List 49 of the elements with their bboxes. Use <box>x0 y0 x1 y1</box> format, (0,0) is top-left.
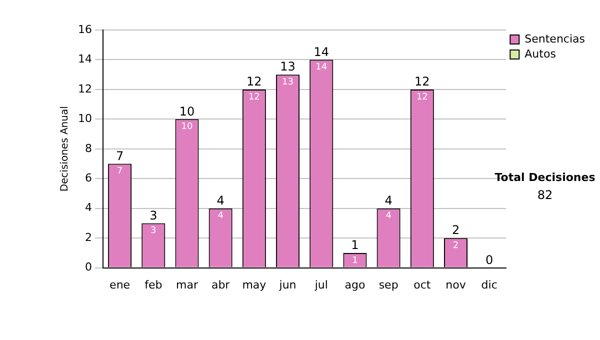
text: 82 <box>537 188 553 202</box>
x-tick-label: abr <box>211 278 230 292</box>
x-tick-label: feb <box>144 278 162 292</box>
total-label: 14 <box>314 44 330 59</box>
data-label: 12 <box>248 92 260 102</box>
annotation: Total Decisiones <box>494 170 596 184</box>
y-tick-label: 14 <box>78 52 92 66</box>
y-tick-label: 10 <box>78 112 92 126</box>
x-tick-label: ene <box>110 278 130 292</box>
x-tick-label: mar <box>176 278 198 292</box>
x-tick-label: nov <box>446 278 466 292</box>
total-label: 13 <box>280 60 296 74</box>
x-tick-label: ago <box>344 278 366 292</box>
x-tick-label: jun <box>278 278 296 292</box>
data-label: 13 <box>282 77 294 88</box>
data-label: 2 <box>452 240 459 251</box>
total-label: 3 <box>150 208 158 222</box>
y-tick-label: 16 <box>78 22 92 36</box>
data-label: 10 <box>181 122 193 132</box>
data-label: 7 <box>116 166 123 177</box>
legend-label: Sentencias <box>524 32 586 46</box>
y-tick-label: 2 <box>84 230 92 244</box>
total-label: 12 <box>246 74 262 89</box>
total-label: 10 <box>179 104 195 118</box>
total-label: 1 <box>351 238 359 252</box>
total-label: 7 <box>116 148 124 163</box>
x-tick-label: jul <box>314 278 328 292</box>
total-label: 12 <box>414 74 430 89</box>
total-label: 4 <box>384 193 392 208</box>
legend-label: Autos <box>524 47 556 60</box>
total-label: 0 <box>486 252 494 267</box>
x-tick-label: sep <box>378 278 398 292</box>
y-axis-title: Decisiones Anual <box>60 106 71 192</box>
data-label: 12 <box>416 92 428 102</box>
y-tick-label: 0 <box>84 260 92 274</box>
y-tick-label: 6 <box>84 171 92 184</box>
data-label: 3 <box>150 226 156 236</box>
data-label: 4 <box>218 211 224 222</box>
y-tick-label: 8 <box>84 142 92 155</box>
data-label: 4 <box>386 211 392 222</box>
y-tick-label: 12 <box>78 82 92 96</box>
data-label: 1 <box>352 256 358 266</box>
data-label: 14 <box>316 62 328 73</box>
x-tick-label: oct <box>414 278 432 292</box>
x-tick-label: may <box>242 278 267 292</box>
y-tick-label: 4 <box>84 201 92 214</box>
x-tick-label: dic <box>481 278 498 292</box>
total-label: 2 <box>452 223 460 238</box>
total-label: 4 <box>216 193 224 208</box>
